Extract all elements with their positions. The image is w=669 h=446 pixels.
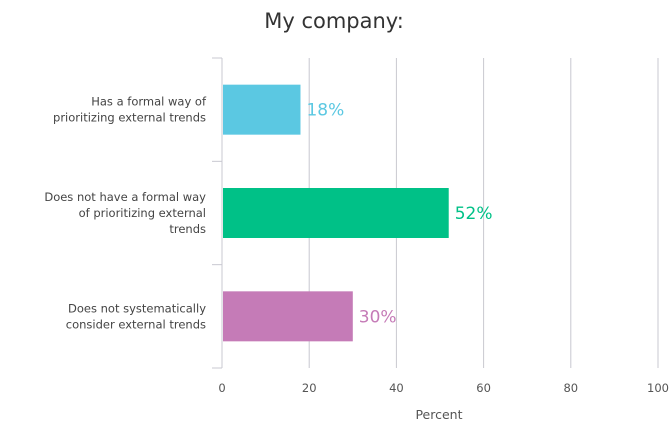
bar bbox=[223, 84, 301, 135]
bar bbox=[223, 291, 353, 342]
category-label: Has a formal way of prioritizing external… bbox=[53, 95, 207, 125]
chart-title: My company: bbox=[264, 9, 404, 33]
x-axis-title: Percent bbox=[415, 407, 462, 422]
category-label: Does not have a formal way of prioritizin… bbox=[44, 190, 206, 236]
x-tick-label: 20 bbox=[302, 381, 317, 395]
value-labels: 18% 52% 30% bbox=[306, 101, 492, 328]
bars bbox=[223, 84, 449, 342]
x-tick-label: 40 bbox=[389, 381, 404, 395]
x-tick-label: 80 bbox=[563, 381, 578, 395]
x-tick-label: 0 bbox=[218, 381, 225, 395]
category-label: Does not systematically consider external… bbox=[66, 301, 206, 331]
x-axis-ticks: 0 20 40 60 80 100 bbox=[218, 381, 669, 395]
value-label: 30% bbox=[359, 307, 397, 327]
value-label: 18% bbox=[306, 101, 344, 121]
y-axis bbox=[212, 57, 223, 369]
x-tick-label: 60 bbox=[476, 381, 491, 395]
bar bbox=[223, 188, 449, 238]
x-tick-label: 100 bbox=[647, 381, 669, 395]
category-labels: Has a formal way of prioritizing external… bbox=[44, 95, 207, 332]
value-label: 52% bbox=[455, 204, 493, 224]
